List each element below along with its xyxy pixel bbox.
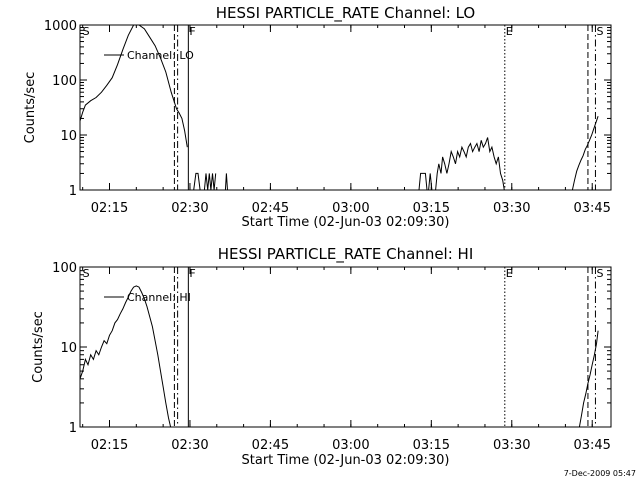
- x-tick-label: 03:30: [493, 201, 530, 216]
- event-marker-label: E: [506, 25, 513, 38]
- panel-hi-channel: HESSI PARTICLE_RATE Channel: HI Start Tim…: [31, 245, 612, 468]
- x-tick-label: 03:15: [413, 201, 450, 216]
- x-tick-label: 03:15: [413, 438, 450, 453]
- x-tick-label: 03:45: [573, 201, 610, 216]
- series-line-segment: [79, 285, 172, 428]
- chart-title: HESSI PARTICLE_RATE Channel: HI: [218, 245, 474, 264]
- y-tick-label: 10: [60, 341, 77, 356]
- y-tick-label: 1: [69, 421, 77, 436]
- plot-frame: [79, 24, 612, 191]
- series-line-segment: [418, 172, 434, 191]
- x-tick-label: 02:45: [252, 201, 289, 216]
- legend-label: Channel: HI: [127, 291, 191, 304]
- series-line-segment: [193, 172, 201, 191]
- panel-lo-channel: HESSI PARTICLE_RATE Channel: LO Start Tim…: [23, 4, 612, 230]
- x-tick-label: 03:00: [332, 201, 369, 216]
- y-tick-label: 10: [60, 129, 77, 144]
- x-axis-label: Start Time (02-Jun-03 02:09:30): [242, 215, 450, 230]
- y-tick-label: 100: [52, 261, 77, 276]
- y-axis-label: Counts/sec: [31, 311, 46, 383]
- x-axis-label: Start Time (02-Jun-03 02:09:30): [242, 453, 450, 468]
- x-tick-label: 03:00: [332, 438, 369, 453]
- series-line-segment: [578, 330, 599, 428]
- event-marker-label: F: [189, 25, 195, 38]
- footer-date: 7-Dec-2009 05:47: [564, 469, 636, 478]
- series-line-segment: [203, 173, 217, 191]
- x-tick-label: 02:15: [91, 438, 128, 453]
- series-line-segment: [79, 24, 188, 148]
- event-marker-label: S: [596, 25, 603, 38]
- event-marker-label: F: [189, 267, 195, 280]
- series-line-segment: [571, 116, 599, 191]
- event-marker-label: S: [596, 267, 603, 280]
- event-marker-label: S: [83, 25, 90, 38]
- x-tick-label: 02:45: [252, 438, 289, 453]
- event-marker-label: S: [83, 267, 90, 280]
- x-tick-label: 02:15: [91, 201, 128, 216]
- legend-label: Channel: LO: [127, 49, 194, 62]
- y-axis-label: Counts/sec: [23, 72, 38, 144]
- y-tick-label: 1000: [44, 19, 77, 34]
- series-line-segment: [435, 137, 505, 191]
- x-tick-label: 02:30: [171, 438, 208, 453]
- chart-title: HESSI PARTICLE_RATE Channel: LO: [216, 4, 475, 23]
- x-tick-label: 03:30: [493, 438, 530, 453]
- y-tick-label: 100: [52, 74, 77, 89]
- event-marker-label: E: [506, 267, 513, 280]
- x-tick-label: 02:30: [171, 201, 208, 216]
- x-tick-label: 03:45: [573, 438, 610, 453]
- y-tick-label: 1: [69, 184, 77, 199]
- series-line-segment: [224, 173, 228, 191]
